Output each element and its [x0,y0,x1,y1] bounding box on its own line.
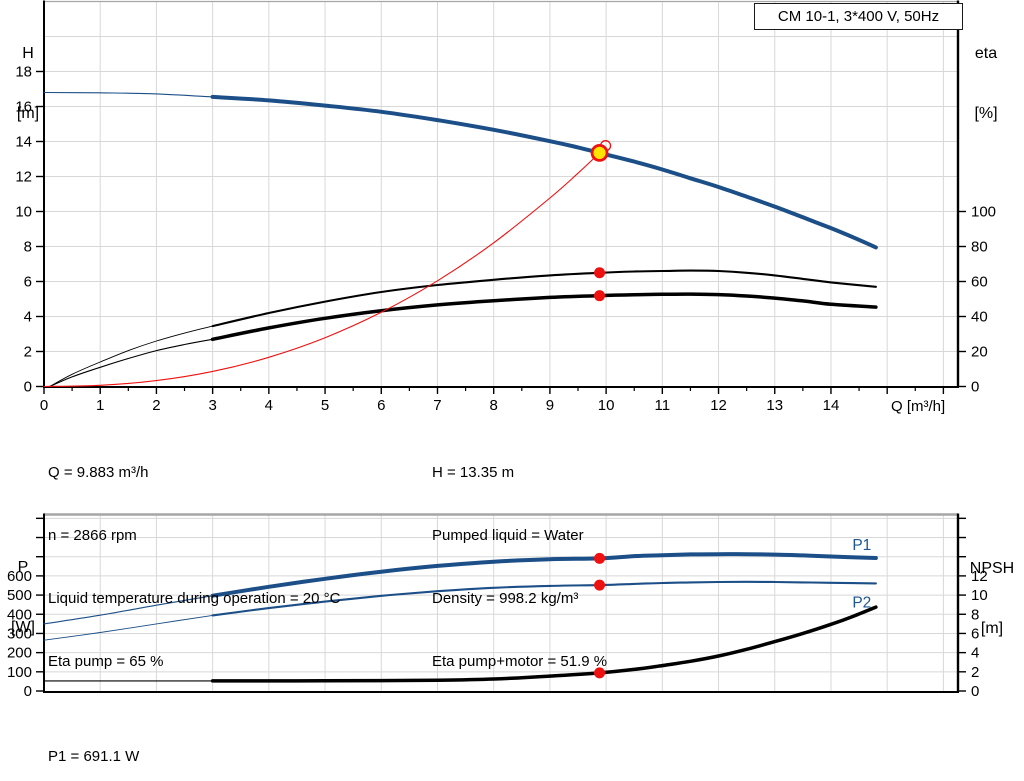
x-tick-label: 14 [823,397,840,414]
series-eta-pump-curve-thin [49,325,214,387]
x-tick-label: 0 [40,397,48,414]
x-tick-label: 4 [265,397,273,414]
y-left-tick-label: 6 [24,274,32,291]
series-head-curve-thin [43,91,214,98]
p-axis-title-line1: P [17,559,29,576]
marker-p2-dot [594,579,606,591]
y-right-tick-label: 6 [971,625,979,642]
y-right-tick-label: 2 [971,664,979,681]
annotation-eta-pump-motor: Eta pump+motor = 51.9 % [432,653,608,670]
y-left-tick-label: 16 [15,99,32,116]
x-tick-label: 3 [208,397,216,414]
h-axis-title-line1: H [22,45,34,62]
p1-curve-label: P1 [852,537,871,554]
y-right-tick-label: 100 [971,204,996,221]
series-eta-pump-motor-curve-thin [49,338,214,388]
p-axis-title-line2: [W] [11,619,35,636]
y-left-tick-label: 400 [7,606,32,623]
power-annotations: P1 = 691.1 W P2 = 552 W NPSH = 1.89 m [48,704,153,781]
series-p1-curve [210,552,878,598]
annotation-flow: Q = 9.883 m³/h [48,464,149,481]
annotation-p1: P1 = 691.1 W [48,748,140,765]
y-left-tick-label: 100 [7,664,32,681]
x-tick-label: 8 [490,397,498,414]
y-right-tick-label: 60 [971,274,988,291]
y-right-tick-label: 12 [971,568,988,585]
series-p1-curve-thin [43,595,214,625]
x-tick-label: 10 [598,397,615,414]
y-left-tick-label: 14 [15,134,32,151]
x-tick-label: 2 [152,397,160,414]
y-left-tick-label: 4 [24,309,32,326]
series-p2-curve-thin [43,614,214,641]
eta-axis-title-line1: eta [974,45,998,62]
marker-npsh-dot [594,667,606,679]
x-tick-label: 1 [96,397,104,414]
y-left-tick-label: 200 [7,645,32,662]
y-right-tick-label: 40 [971,309,988,326]
y-left-tick-label: 8 [24,239,32,256]
h-axis-title-line2: [m] [16,105,40,122]
duty-annotations-right: H = 13.35 m Pumped liquid = Water Densit… [432,420,607,714]
h-axis-title: H [m] [8,4,48,164]
annotation-speed: n = 2866 rpm [48,527,137,544]
annotation-density: Density = 998.2 kg/m³ [432,590,579,607]
y-right-tick-label: 80 [971,239,988,256]
y-left-tick-label: 0 [24,379,32,396]
marker-p1-dot [594,552,606,564]
y-right-tick-label: 8 [971,606,979,623]
y-left-tick-label: 10 [15,204,32,221]
y-left-tick-label: 2 [24,344,32,361]
eta-axis-title-line2: [%] [974,105,998,122]
x-tick-label: 12 [710,397,727,414]
y-left-tick-label: 600 [7,568,32,585]
annotation-pumped-liquid: Pumped liquid = Water [432,527,584,544]
pump-title-box: CM 10-1, 3*400 V, 50Hz [754,3,963,30]
eta-axis-title: eta [%] [964,4,1008,164]
marker-duty-point [590,143,609,162]
y-left-tick-label: 500 [7,587,32,604]
series-eta-pump-curve [211,269,877,328]
y-right-tick-label: 0 [971,379,979,396]
y-right-tick-label: 20 [971,344,988,361]
marker-eta-pump-dot [594,267,606,279]
y-left-tick-label: 12 [15,169,32,186]
annotation-liquid-temperature: Liquid temperature during operation = 20… [48,590,341,607]
npsh-axis-title-line2: [m] [980,620,1004,637]
y-left-tick-label: 300 [7,625,32,642]
series-p2-curve [211,580,877,617]
duty-annotations-left: Q = 9.883 m³/h n = 2866 rpm Liquid tempe… [48,420,340,714]
series-npsh-curve [210,605,878,683]
series-system-curve [43,152,601,388]
x-tick-label: 6 [377,397,385,414]
npsh-axis-title-line1: NPSH [969,560,1015,577]
x-tick-label: 11 [655,397,671,414]
npsh-axis-title: NPSH [m] [962,519,1022,679]
y-right-tick-label: 10 [971,587,988,604]
q-axis-title: Q [m³/h] [891,398,946,415]
p2-curve-label: P2 [852,594,871,611]
series-eta-pump-motor-curve [210,292,878,342]
x-tick-label: 13 [766,397,783,414]
y-right-tick-label: 0 [971,683,979,700]
annotation-eta-pump: Eta pump = 65 % [48,653,164,670]
marker-eta-pump-motor-dot [594,290,606,302]
y-left-tick-label: 18 [15,64,32,81]
y-right-tick-label: 4 [971,645,979,662]
series-head-curve [210,94,878,250]
x-tick-label: 7 [433,397,441,414]
y-left-tick-label: 0 [24,683,32,700]
annotation-head: H = 13.35 m [432,464,515,481]
p-axis-title: P [W] [2,518,44,678]
x-tick-label: 9 [546,397,554,414]
x-tick-label: 5 [321,397,329,414]
